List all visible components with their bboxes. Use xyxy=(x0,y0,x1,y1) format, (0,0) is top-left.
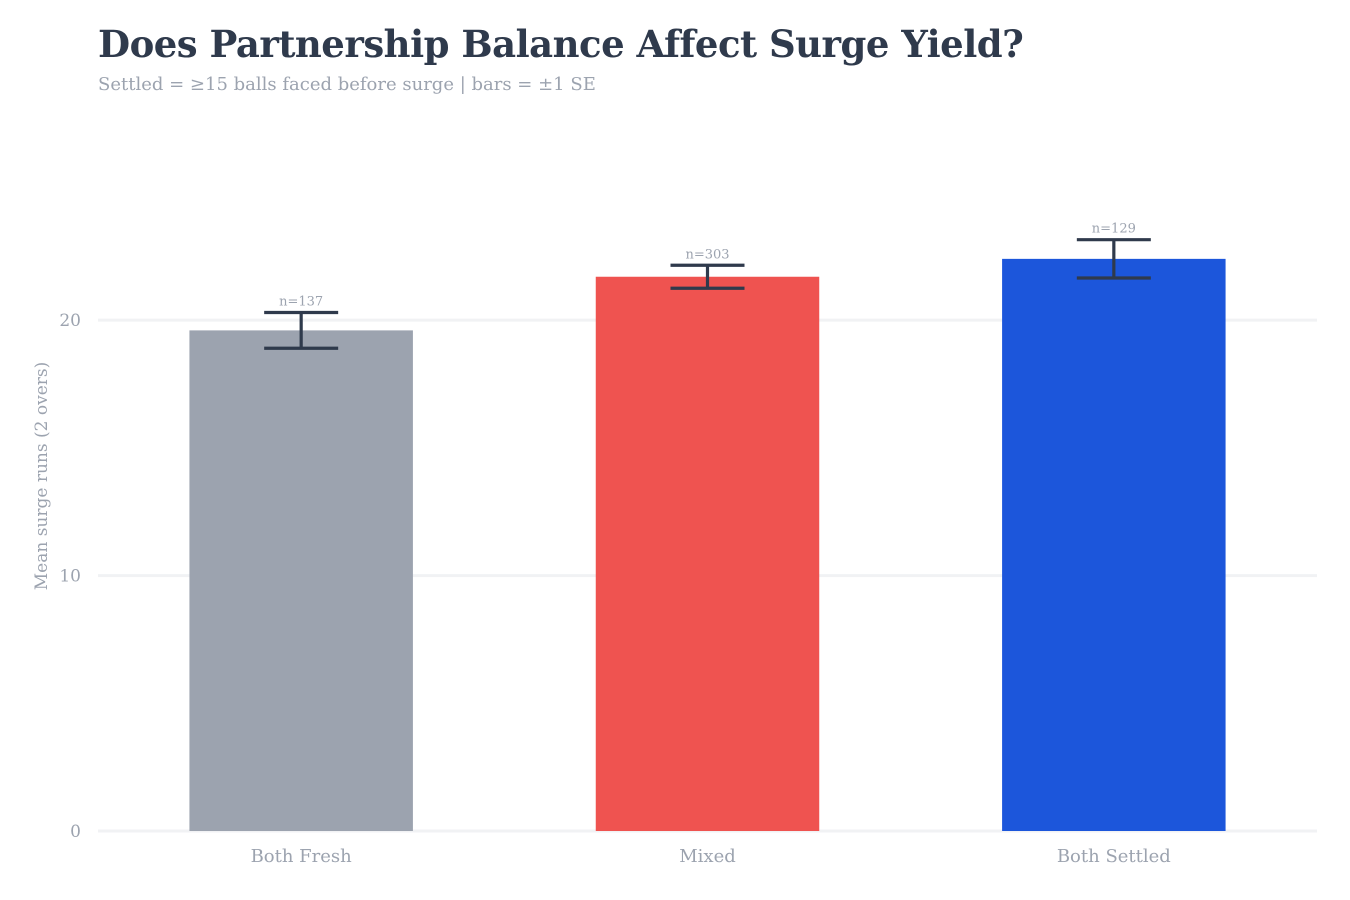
x-tick-label: Both Settled xyxy=(1057,846,1171,867)
sample-size-label: n=137 xyxy=(279,295,323,310)
x-axis-categories: Both Fresh Mixed Both Settled xyxy=(251,846,1171,867)
x-tick-label: Mixed xyxy=(679,846,736,867)
error-bars xyxy=(264,238,1151,350)
sample-size-labels: n=137 n=303 n=129 xyxy=(279,222,1136,310)
chart-subtitle: Settled = ≥15 balls faced before surge |… xyxy=(98,74,596,95)
y-tick-label: 0 xyxy=(70,822,81,842)
y-tick-label: 20 xyxy=(59,311,81,331)
error-bar xyxy=(670,263,745,290)
bar xyxy=(1002,258,1226,831)
y-axis-ticks: 0 10 20 xyxy=(59,311,81,842)
bar xyxy=(595,276,820,831)
y-tick-label: 10 xyxy=(59,567,81,587)
error-bar xyxy=(264,310,339,350)
y-axis-label: Mean surge runs (2 overs) xyxy=(32,362,52,591)
bars xyxy=(189,258,1226,831)
chart-title: Does Partnership Balance Affect Surge Yi… xyxy=(98,22,1024,66)
sample-size-label: n=129 xyxy=(1092,222,1136,237)
error-bar xyxy=(1076,238,1151,280)
x-tick-label: Both Fresh xyxy=(251,846,353,867)
sample-size-label: n=303 xyxy=(685,247,729,262)
bar xyxy=(189,330,413,831)
